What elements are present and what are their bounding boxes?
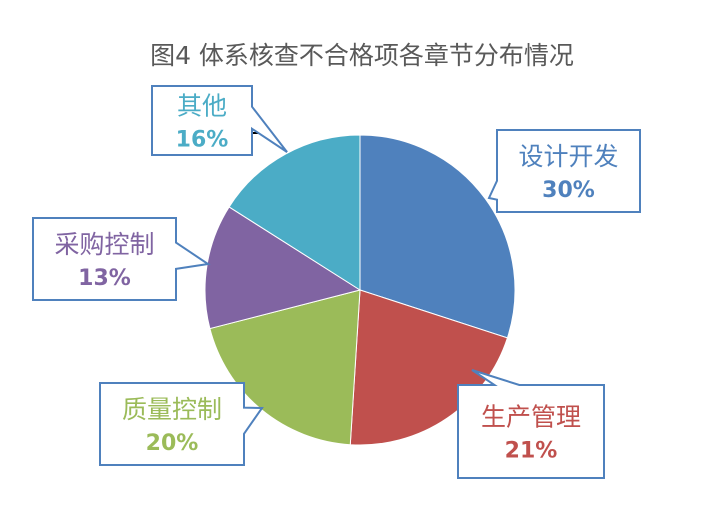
pie-slice-0	[359, 134, 516, 339]
callout-1: 生产管理 21%	[457, 369, 605, 479]
callout-4: 其他 16%	[151, 85, 288, 156]
percent-label: 21%	[505, 439, 558, 464]
percent-label: 16%	[176, 128, 229, 153]
callout-box	[32, 217, 211, 301]
callout-0: 设计开发 30%	[487, 129, 641, 213]
percent-label: 20%	[146, 431, 199, 456]
callout-2: 质量控制 20%	[99, 382, 264, 466]
chart-title: 图4 体系核查不合格项各章节分布情况	[150, 41, 574, 70]
callout-box	[151, 85, 288, 156]
callout-box	[487, 129, 641, 213]
category-label: 质量控制	[122, 395, 222, 424]
callout-box	[457, 369, 605, 479]
callout-box	[99, 382, 264, 466]
callout-3: 采购控制 13%	[32, 217, 211, 301]
category-label: 其他	[177, 92, 227, 121]
pie-slice-1	[349, 289, 509, 446]
pie-slice-4	[228, 134, 361, 291]
category-label: 设计开发	[518, 142, 618, 171]
category-label: 生产管理	[481, 403, 581, 432]
category-label: 采购控制	[54, 230, 154, 259]
percent-label: 30%	[542, 178, 595, 203]
pie-slice-3	[204, 206, 362, 330]
percent-label: 13%	[78, 266, 131, 291]
